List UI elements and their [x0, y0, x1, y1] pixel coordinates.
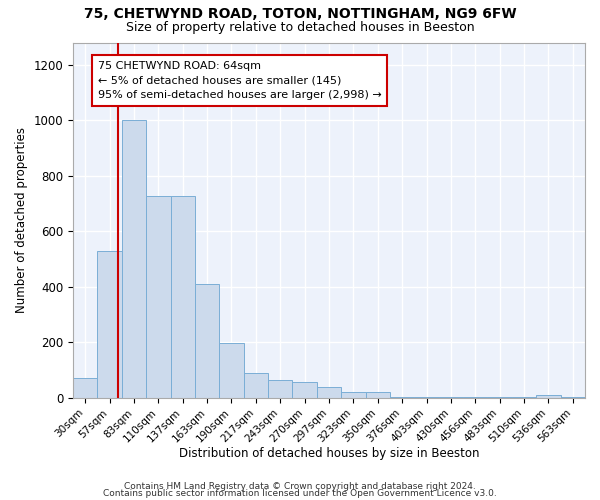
Bar [292, 382, 317, 398]
Text: Contains HM Land Registry data © Crown copyright and database right 2024.: Contains HM Land Registry data © Crown c… [124, 482, 476, 491]
Bar [390, 397, 415, 398]
Text: 75 CHETWYND ROAD: 64sqm
← 5% of detached houses are smaller (145)
95% of semi-de: 75 CHETWYND ROAD: 64sqm ← 5% of detached… [98, 60, 382, 100]
Bar [268, 380, 292, 398]
Bar [122, 120, 146, 398]
Y-axis label: Number of detached properties: Number of detached properties [15, 127, 28, 313]
Bar [512, 397, 536, 398]
Bar [463, 397, 487, 398]
Bar [487, 397, 512, 398]
Bar [97, 250, 122, 398]
Text: Size of property relative to detached houses in Beeston: Size of property relative to detached ho… [125, 21, 475, 34]
Bar [146, 196, 170, 398]
Bar [341, 392, 365, 398]
Bar [536, 395, 560, 398]
Text: Contains public sector information licensed under the Open Government Licence v3: Contains public sector information licen… [103, 490, 497, 498]
Bar [365, 392, 390, 398]
Bar [560, 397, 585, 398]
Bar [195, 284, 220, 398]
Bar [415, 397, 439, 398]
Bar [170, 196, 195, 398]
Bar [73, 378, 97, 398]
Bar [220, 343, 244, 398]
Bar [244, 373, 268, 398]
Bar [317, 388, 341, 398]
Bar [439, 397, 463, 398]
Text: 75, CHETWYND ROAD, TOTON, NOTTINGHAM, NG9 6FW: 75, CHETWYND ROAD, TOTON, NOTTINGHAM, NG… [83, 8, 517, 22]
X-axis label: Distribution of detached houses by size in Beeston: Distribution of detached houses by size … [179, 447, 479, 460]
